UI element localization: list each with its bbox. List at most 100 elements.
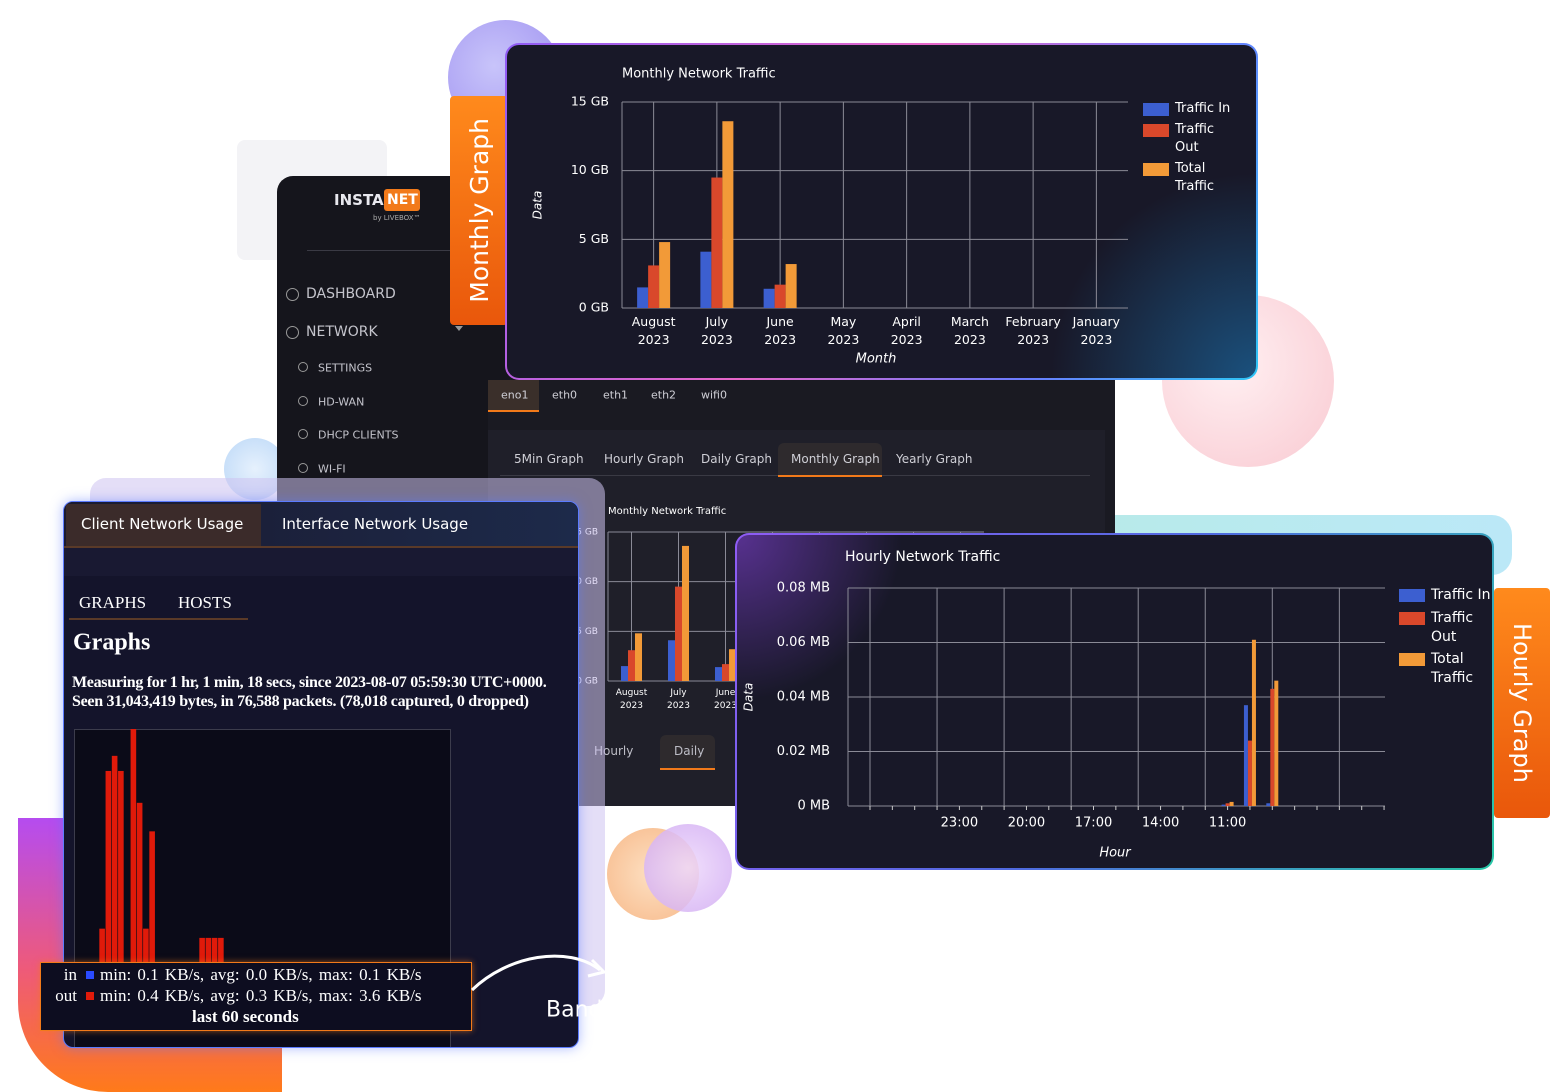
panel-tab[interactable]: Interface Network Usage: [282, 515, 469, 533]
hourly-chart: Hourly Network Traffic Data Hour 0 MB 0.02 M…: [742, 549, 1385, 861]
bar: [668, 640, 675, 681]
interface-tab[interactable]: eth2: [651, 388, 677, 402]
bar: [700, 251, 712, 308]
hourly-card-border: Hourly Network Traffic Data Hour 0 MB 0.02 M…: [735, 533, 1494, 870]
y-tick-label: 15 GB: [571, 94, 609, 109]
bar: [774, 284, 786, 308]
x-tick-label-line: July: [669, 688, 687, 698]
period-tab[interactable]: Daily: [674, 744, 705, 758]
graph-tab[interactable]: Monthly Graph: [791, 452, 880, 466]
bar: [675, 586, 682, 681]
brand-accent-box: [384, 189, 420, 211]
legend-label: Traffic In: [1175, 101, 1231, 116]
legend-swatch: [1143, 103, 1169, 116]
nav-item[interactable]: NETWORK: [306, 324, 378, 340]
bar: [118, 770, 124, 1031]
bar: [682, 545, 689, 681]
x-tick-label: March 2023: [951, 314, 989, 347]
legend-label: Total Traffic: [1431, 651, 1474, 686]
nav-item[interactable]: WI-FI: [318, 462, 346, 476]
y-tick-label: 0.08 MB: [777, 581, 830, 596]
legend-swatch: [1399, 589, 1425, 602]
arrow: [470, 954, 607, 992]
graph-tab[interactable]: Yearly Graph: [896, 452, 973, 466]
bar: [1229, 801, 1234, 806]
bar: [628, 650, 635, 681]
legend-label: Traffic In: [1431, 587, 1491, 603]
y-tick-label: 10 GB: [571, 162, 609, 177]
legend-stats: min: 0.4 KB/s, avg: 0.3 KB/s, max: 3.6 K…: [100, 986, 422, 1005]
brand-tagline: by LIVEBOX™: [373, 214, 421, 222]
bar: [136, 802, 143, 1031]
x-tick-label: May 2023: [827, 314, 859, 347]
decor-circle: [644, 824, 732, 912]
period-tab-active-bg: [660, 735, 715, 770]
graph-tab[interactable]: Daily Graph: [701, 452, 772, 466]
legend-swatch: [1399, 612, 1425, 625]
bar: [637, 287, 649, 308]
nav-item[interactable]: SETTINGS: [318, 361, 373, 375]
bar: [1274, 680, 1279, 806]
x-tick-label: 17:00: [1075, 816, 1112, 831]
bar: [715, 667, 722, 681]
x-tick-label: 20:00: [1008, 816, 1045, 831]
legend-swatch: [1399, 653, 1425, 666]
nav-item[interactable]: DASHBOARD: [306, 286, 396, 302]
x-tick-label-line: June: [766, 314, 795, 329]
x-tick-label: 11:00: [1209, 816, 1246, 831]
legend-swatch: [86, 971, 94, 979]
chart-title: Monthly Network Traffic: [622, 67, 776, 82]
info-line: Seen 31,043,419 bytes, in 76,588 packets…: [72, 693, 529, 710]
graph-tab[interactable]: Hourly Graph: [604, 452, 684, 466]
chart-title: Hourly Network Traffic: [845, 549, 1000, 565]
interface-tab[interactable]: eno1: [501, 388, 529, 402]
sub-tab[interactable]: GRAPHS: [79, 593, 147, 612]
legend-swatch: [86, 992, 94, 1000]
nav-icon: [298, 429, 308, 439]
x-tick-label-line: 2023: [1017, 332, 1049, 347]
bandwidth-legend: in min: 0.1 KB/s, avg: 0.0 KB/s, max: 0.1…: [40, 962, 472, 1031]
bar: [635, 633, 642, 681]
caption: Band: [546, 997, 603, 1023]
y-tick-label: 0 GB: [579, 300, 609, 315]
x-tick-label-line: 2023: [701, 332, 733, 347]
ribbon-label: Hourly Graph: [1508, 623, 1536, 783]
brand: INSTA: [334, 191, 384, 209]
monthly-card-border: Monthly Network Traffic Data Month 0 GB 5 GB…: [505, 43, 1258, 380]
legend-label: Traffic Out: [1431, 610, 1474, 645]
bar: [659, 242, 671, 308]
tab-active-bg: [488, 380, 539, 412]
bar: [711, 177, 723, 308]
interface-tab[interactable]: wifi0: [701, 388, 727, 402]
ribbon: Hourly Graph: [1494, 588, 1550, 818]
x-tick-label-line: 2023: [667, 701, 690, 711]
y-tick-label: 0.06 MB: [777, 635, 830, 650]
x-tick-label: 23:00: [941, 816, 978, 831]
x-tick-label: August 2023: [632, 314, 676, 347]
bar: [130, 729, 137, 1031]
bar: [1225, 803, 1230, 806]
nav-item[interactable]: DHCP CLIENTS: [318, 428, 399, 442]
x-axis-label: Hour: [1099, 846, 1132, 861]
x-tick-label: July 2023: [667, 688, 690, 711]
y-axis-label: Data: [531, 191, 545, 220]
nav-chevron: [455, 326, 463, 331]
legend-stats: min: 0.1 KB/s, avg: 0.0 KB/s, max: 0.1 K…: [100, 965, 422, 984]
x-tick-label: February 2023: [1005, 314, 1061, 347]
nav-icon: [286, 288, 299, 301]
interface-tab[interactable]: eth1: [603, 388, 629, 402]
bar: [785, 264, 797, 308]
bar: [1221, 804, 1226, 806]
bar: [111, 755, 118, 1031]
ribbon: Monthly Graph: [450, 96, 508, 325]
interface-tab[interactable]: eth0: [552, 388, 578, 402]
panel-tab[interactable]: Client Network Usage: [81, 515, 244, 533]
x-tick-label-line: March: [951, 314, 989, 329]
bar: [621, 666, 628, 681]
nav-icon: [298, 463, 308, 473]
graph-tab[interactable]: 5Min Graph: [514, 452, 584, 466]
nav-item[interactable]: HD-WAN: [318, 395, 365, 409]
brand-accent: NET: [387, 192, 418, 208]
sub-tab[interactable]: HOSTS: [178, 593, 232, 612]
y-tick-label: 0 MB: [797, 799, 830, 814]
